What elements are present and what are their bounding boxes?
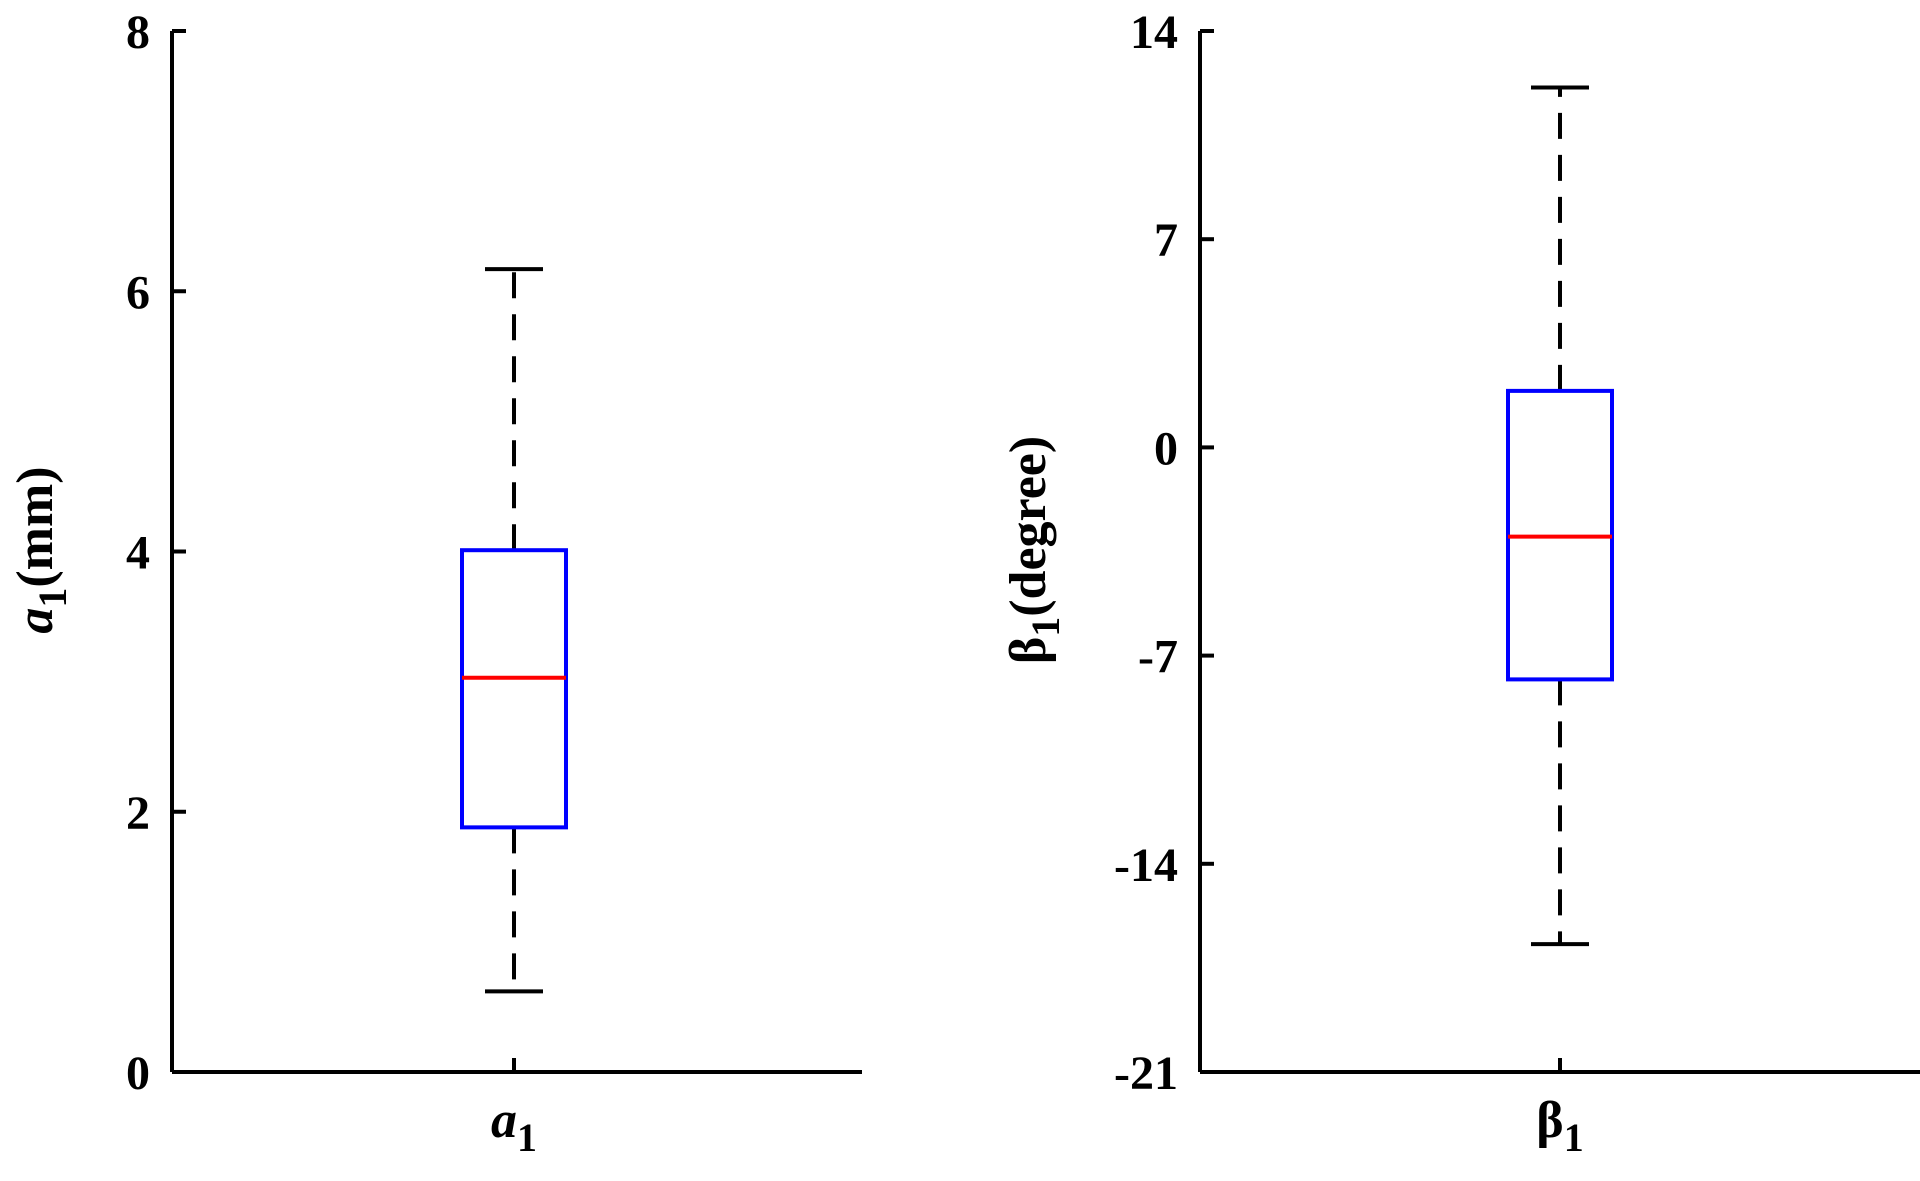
- y-tick-label: -7: [1138, 631, 1178, 684]
- y-tick-label: 0: [126, 1047, 150, 1100]
- x-category-label: β1: [1536, 1092, 1583, 1160]
- y-tick-label: 0: [1154, 422, 1178, 475]
- y-tick-label: 2: [126, 787, 150, 840]
- y-axis-title-unit: (mm): [7, 466, 64, 587]
- y-axis-title-symbol: β: [1000, 637, 1057, 664]
- x-category-subscript: 1: [1564, 1115, 1584, 1160]
- y-axis-title-subscript: 1: [30, 588, 75, 608]
- y-tick-label: 6: [126, 266, 150, 319]
- x-category-subscript: 1: [517, 1115, 537, 1160]
- y-axis-title: β1(degree): [1000, 436, 1068, 664]
- y-tick-label: 7: [1154, 214, 1178, 267]
- y-tick-label: -14: [1114, 839, 1178, 892]
- x-category-symbol: β: [1536, 1092, 1563, 1149]
- y-axis-title: a1(mm): [7, 466, 75, 633]
- iqr-box: [460, 548, 568, 830]
- y-tick-label: -21: [1114, 1047, 1178, 1100]
- y-axis-title-subscript: 1: [1023, 617, 1068, 637]
- y-axis-title-symbol: a: [7, 608, 64, 634]
- x-category-symbol: a: [491, 1092, 517, 1149]
- y-tick-label: 8: [126, 6, 150, 59]
- y-tick-label: 4: [126, 527, 150, 580]
- y-axis-title-unit: (degree): [1000, 436, 1057, 617]
- y-tick-label: 14: [1130, 6, 1178, 59]
- x-category-label: a1: [491, 1092, 537, 1160]
